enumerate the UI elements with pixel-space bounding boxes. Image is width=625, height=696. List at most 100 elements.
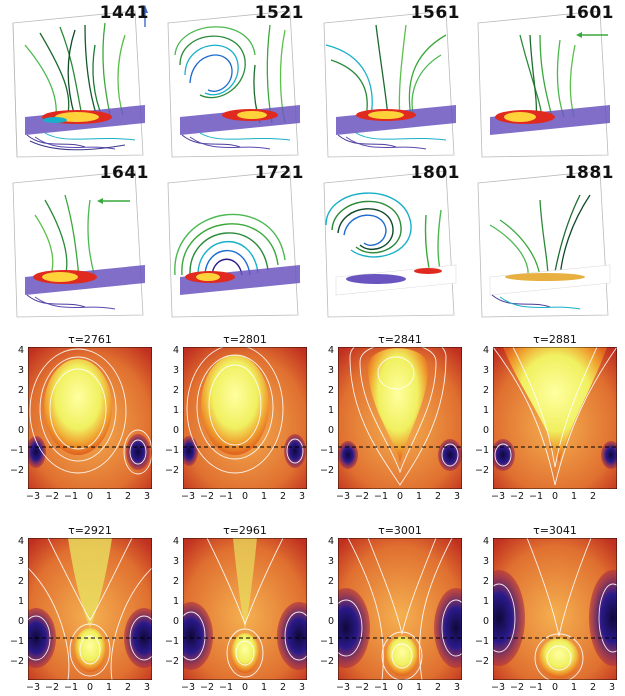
y-tick: 3 — [482, 556, 489, 567]
panel-2d-title: τ=2921 — [68, 524, 112, 537]
y-tick: 2 — [17, 576, 24, 587]
y-tick: 3 — [172, 365, 179, 376]
x-tick: 2 — [434, 682, 442, 693]
panel-2d-2801: τ=2801 4 3 2 1 0 −1 −2 −3 — [155, 333, 307, 503]
panel-2d-title: τ=2801 — [223, 333, 267, 346]
panel-3d-1561: 1561 — [316, 3, 466, 160]
x-tick: 3 — [143, 682, 151, 693]
y-tick: 3 — [172, 556, 179, 567]
field-line-render — [167, 170, 300, 318]
panel-3d-1881: 1881 — [470, 163, 620, 320]
panel-3d-label: 1601 — [564, 3, 614, 23]
field-line-render — [477, 170, 611, 318]
x-tick: 1 — [415, 682, 423, 693]
y-tick: 1 — [327, 596, 334, 607]
x-tick: −2 — [354, 491, 370, 502]
panel-2d-title: τ=2761 — [68, 333, 112, 346]
x-tick: −3 — [25, 491, 41, 502]
y-tick: −2 — [320, 465, 335, 476]
x-tick: 0 — [551, 491, 559, 502]
y-tick: 4 — [17, 345, 24, 356]
x-tick: 2 — [589, 682, 597, 693]
y-tick: 2 — [327, 576, 334, 587]
panel-2d-2761: τ=2761 4 3 2 1 0 −1 − — [0, 333, 152, 503]
x-tick: −3 — [25, 682, 41, 693]
y-tick: 0 — [482, 425, 489, 436]
y-tick: 0 — [482, 616, 489, 627]
x-tick: 1 — [415, 491, 423, 502]
y-tick: 1 — [327, 405, 334, 416]
x-tick: −2 — [354, 682, 370, 693]
x-tick: −2 — [509, 682, 525, 693]
y-tick: 4 — [17, 536, 24, 547]
x-tick: 0 — [551, 682, 559, 693]
y-tick: −2 — [320, 656, 335, 667]
y-tick: 2 — [172, 385, 179, 396]
y-tick: −2 — [10, 656, 25, 667]
x-tick: 3 — [298, 682, 306, 693]
x-tick: 2 — [124, 491, 132, 502]
field-line-render — [477, 10, 610, 158]
x-tick: 1 — [105, 491, 113, 502]
x-tick: −3 — [490, 491, 506, 502]
y-tick: 4 — [327, 345, 334, 356]
contour-plot — [28, 538, 152, 680]
x-tick: 3 — [453, 682, 461, 693]
x-tick: −2 — [199, 682, 215, 693]
field-line-render — [12, 170, 145, 318]
y-tick: 0 — [172, 425, 179, 436]
y-tick: 3 — [482, 365, 489, 376]
y-tick: 4 — [482, 536, 489, 547]
x-tick: 2 — [279, 682, 287, 693]
panel-2d-title: τ=2881 — [533, 333, 577, 346]
x-tick: 3 — [453, 491, 461, 502]
field-line-render — [167, 10, 300, 158]
panel-2d-3041: τ=3041 4 3 2 1 0 −1 − — [465, 524, 617, 694]
x-tick: 2 — [124, 682, 132, 693]
field-line-render — [12, 5, 148, 158]
panel-3d-label: 1721 — [254, 163, 304, 183]
y-tick: 1 — [17, 405, 24, 416]
x-tick: −1 — [528, 491, 544, 502]
y-tick: 3 — [327, 556, 334, 567]
y-tick: 2 — [172, 576, 179, 587]
panel-3d-label: 1641 — [99, 163, 149, 183]
panel-3d-1641: 1641 — [5, 163, 155, 320]
panel-3d-1801: 1801 — [316, 163, 466, 320]
y-tick: −1 — [10, 636, 25, 647]
x-tick: 0 — [86, 682, 94, 693]
panel-3d-1601: 1601 — [470, 3, 620, 160]
panel-2d-title: τ=3001 — [378, 524, 422, 537]
x-tick: 0 — [241, 491, 249, 502]
x-tick: −2 — [44, 682, 60, 693]
panel-3d-label: 1801 — [410, 163, 460, 183]
x-tick: 1 — [570, 491, 578, 502]
x-tick: −1 — [373, 682, 389, 693]
x-tick: 1 — [260, 491, 268, 502]
panel-2d-title: τ=2961 — [223, 524, 267, 537]
y-tick: 0 — [17, 616, 24, 627]
x-tick: 0 — [396, 491, 404, 502]
y-tick: 1 — [482, 596, 489, 607]
x-tick: −1 — [63, 682, 79, 693]
panel-2d-2881: τ=2881 4 3 2 1 0 −1 −2 −3 −2 −1 — [465, 333, 617, 503]
contour-plot — [338, 347, 462, 489]
x-tick: 1 — [105, 682, 113, 693]
x-tick: −3 — [335, 491, 351, 502]
contour-plot — [183, 538, 307, 680]
y-tick: −1 — [165, 636, 180, 647]
y-tick: 2 — [482, 576, 489, 587]
x-tick: −1 — [373, 491, 389, 502]
x-tick: −1 — [218, 682, 234, 693]
y-tick: 3 — [17, 365, 24, 376]
y-tick: −1 — [320, 636, 335, 647]
x-tick: −1 — [218, 491, 234, 502]
x-tick: 1 — [570, 682, 578, 693]
y-tick: 2 — [17, 385, 24, 396]
x-tick: 1 — [260, 682, 268, 693]
y-tick: −1 — [320, 445, 335, 456]
panel-2d-2921: τ=2921 4 3 — [0, 524, 152, 694]
contour-plot — [493, 538, 617, 680]
y-tick: −2 — [10, 465, 25, 476]
